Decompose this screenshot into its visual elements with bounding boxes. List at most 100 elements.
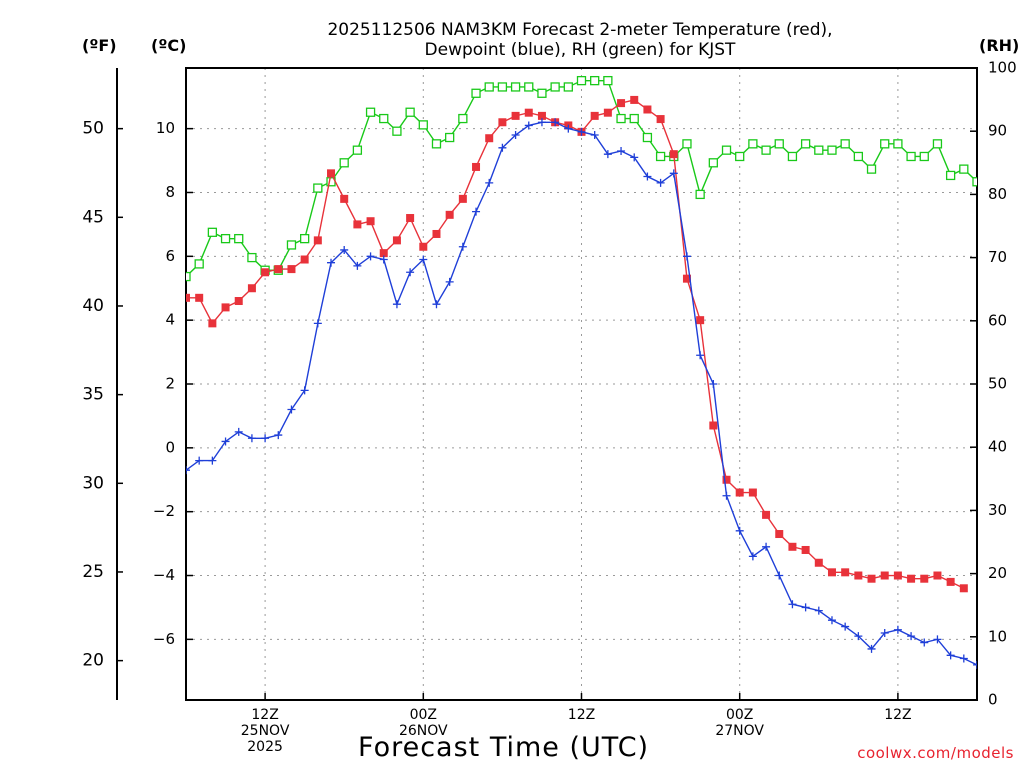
fahrenheit-tick-label: 45 [82, 207, 104, 227]
dewpoint-point [841, 622, 850, 631]
rh-point [853, 151, 863, 162]
rh-point [919, 151, 929, 162]
rh-point [748, 139, 758, 149]
x-tick-label-line: 00Z [409, 707, 437, 723]
temperature-point [788, 542, 797, 551]
rh-point [774, 139, 784, 149]
dewpoint-point [472, 207, 481, 216]
dewpoint-point [379, 255, 388, 264]
dewpoint-point [186, 466, 190, 475]
temperature-point [630, 95, 639, 104]
rh-point [642, 132, 653, 143]
temperature-point [366, 217, 375, 226]
temperature-point [590, 111, 599, 120]
dewpoint-point [959, 654, 968, 663]
dewpoint-point [590, 131, 599, 140]
rh-point [220, 233, 231, 244]
rh-point [299, 233, 310, 244]
dewpoint-point [854, 632, 863, 641]
rh-tick-label: 0 [988, 691, 998, 709]
rh-point [945, 170, 956, 181]
dewpoint-point [485, 178, 494, 187]
x-tick-label: 12Z [568, 707, 595, 723]
rh-point [247, 252, 257, 263]
rh-point [458, 113, 468, 124]
rh-point [550, 82, 560, 92]
temperature-point [247, 284, 256, 293]
dewpoint-point [524, 121, 533, 130]
dewpoint-point [287, 405, 296, 414]
celsius-tick-label: 10 [156, 119, 175, 137]
dewpoint-point [946, 651, 955, 660]
rh-point [959, 164, 969, 174]
rh-point [524, 82, 534, 92]
dewpoint-point [432, 300, 441, 309]
temperature-point [801, 545, 810, 554]
temperature-point [195, 293, 204, 302]
temperature-point [709, 421, 718, 430]
temperature-point [841, 568, 850, 577]
temperature-point [537, 111, 546, 120]
rh-point [866, 164, 877, 174]
rh-point [721, 145, 732, 155]
rh-tick-label: 80 [988, 185, 1007, 203]
rh-point [339, 158, 349, 168]
celsius-tick-label: −6 [153, 630, 175, 648]
celsius-tick-label: 2 [165, 375, 175, 393]
temperature-point [406, 214, 415, 223]
x-tick-label-line: 2025 [247, 739, 283, 755]
rh-point [800, 139, 811, 149]
temperature-point [498, 118, 507, 127]
dewpoint-point [973, 660, 977, 669]
dewpoint-point [406, 268, 415, 277]
x-tick-label-line: 00Z [725, 707, 754, 723]
rh-point [932, 139, 943, 149]
celsius-tick-label: 0 [165, 438, 175, 456]
rh-point [787, 151, 798, 162]
temperature-point [186, 293, 190, 302]
rh-point [893, 139, 903, 149]
temperature-point [775, 530, 784, 539]
celsius-tick-label: 4 [165, 311, 175, 329]
rh-point [234, 233, 244, 244]
rh-point [761, 145, 771, 155]
rh-point [880, 139, 890, 149]
rh-point [286, 240, 297, 250]
fahrenheit-tick-label: 50 [82, 119, 104, 139]
temperature-point [392, 236, 401, 245]
temperature-point [340, 194, 349, 203]
dewpoint-point [313, 319, 322, 328]
fahrenheit-tick-label: 40 [82, 296, 104, 316]
rh-point [392, 126, 402, 136]
dewpoint-point [880, 628, 889, 637]
dewpoint-point [498, 143, 507, 152]
x-tick-label: 12Z 25NOV 2025 [241, 707, 290, 755]
dewpoint-point [511, 131, 520, 140]
dewpoint-point [274, 431, 283, 440]
rh-point [418, 120, 428, 130]
temperature-point [221, 303, 230, 312]
dewpoint-point [630, 153, 639, 162]
rh-point [510, 82, 521, 92]
temperature-point [208, 319, 217, 328]
temperature-point [274, 265, 283, 274]
rh-point [972, 177, 977, 187]
dewpoint-point [788, 600, 797, 609]
rh-tick-label: 30 [988, 501, 1007, 519]
temperature-point [379, 249, 388, 258]
dewpoint-point [775, 571, 784, 580]
celsius-tick-label: 8 [165, 183, 175, 201]
temperature-point [458, 194, 467, 203]
dewpoint-point [327, 258, 336, 267]
temperature-point [893, 571, 902, 580]
rh-point [431, 139, 442, 149]
chart-title-line1: 2025112506 NAM3KM Forecast 2-meter Tempe… [327, 20, 833, 40]
temperature-point [617, 99, 626, 108]
temperature-point [327, 169, 336, 178]
temperature-point [643, 105, 652, 114]
temperature-point [735, 488, 744, 497]
dewpoint-point [617, 146, 626, 155]
temperature-point [603, 108, 612, 117]
credit-link[interactable]: coolwx.com/models [857, 744, 1014, 762]
